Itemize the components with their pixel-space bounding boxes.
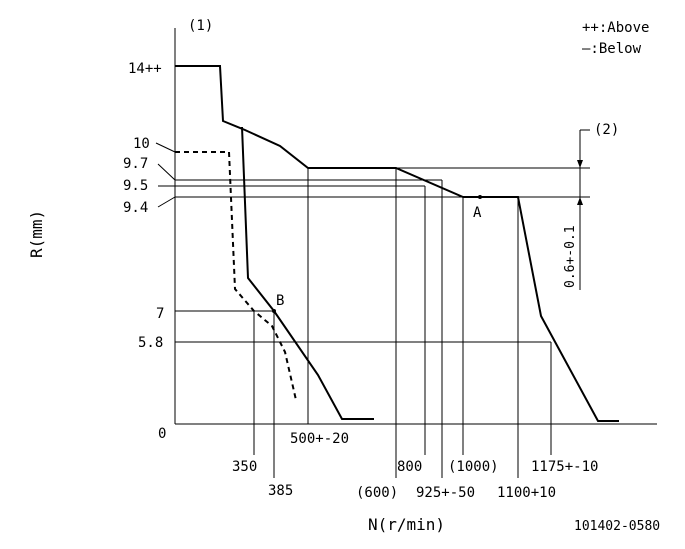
point-b-label: B: [276, 293, 284, 309]
dim-arrow-top: [577, 160, 583, 168]
dim-arrow-bottom: [577, 197, 583, 205]
x-tick-1175: 1175+-10: [531, 459, 598, 475]
curve-lower: [241, 126, 374, 420]
x-tick-800: 800: [397, 459, 422, 475]
y-axis-title: R(mm): [27, 210, 46, 258]
x-tick-500: 500+-20: [290, 431, 349, 447]
x-tick-350: 350: [232, 459, 257, 475]
y-tick-9-4: 9.4: [123, 200, 148, 216]
legend-above: ++:Above: [582, 20, 649, 36]
point-b-marker: [272, 309, 276, 313]
y-tick-7: 7: [156, 306, 164, 322]
dim-label: 0.6+-0.1: [563, 225, 578, 288]
x-tick-925: 925+-50: [416, 485, 475, 501]
y-tick-0: 0: [158, 426, 166, 442]
y-leader-10: [155, 142, 176, 153]
y-tick-5-8: 5.8: [138, 335, 163, 351]
y-leader-9-7: [157, 163, 176, 181]
y-leader-9-4: [157, 196, 176, 208]
marker-1: (1): [188, 18, 213, 34]
legend-below: —:Below: [582, 41, 642, 57]
marker-2: (2): [594, 122, 619, 138]
x-tick-1100: 1100+10: [497, 485, 556, 501]
curve-upper: [175, 65, 619, 422]
x-tick-1000: (1000): [448, 459, 499, 475]
point-a-marker: [478, 195, 482, 199]
y-tick-9-7: 9.7: [123, 156, 148, 172]
y-tick-10: 10: [133, 136, 150, 152]
x-axis-title: N(r/min): [368, 515, 445, 534]
x-tick-600: (600): [356, 485, 398, 501]
curve-dashed: [175, 151, 297, 401]
drawing-number: 101402-0580: [574, 519, 660, 534]
y-tick-14: 14++: [128, 61, 162, 77]
y-tick-9-5: 9.5: [123, 178, 148, 194]
x-tick-385: 385: [268, 483, 293, 499]
point-a-label: A: [473, 205, 482, 221]
